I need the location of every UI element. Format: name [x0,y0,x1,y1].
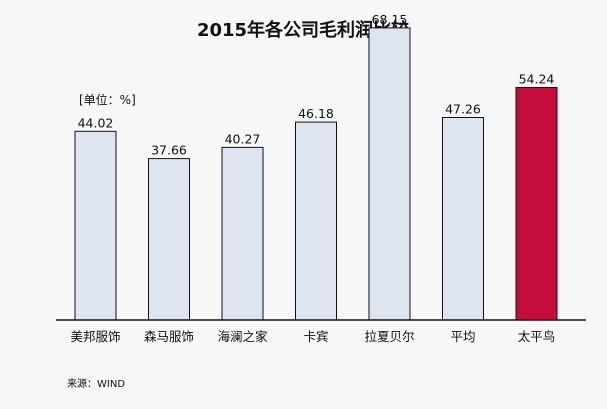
bar-1 [148,158,190,321]
category-label-0: 美邦服饰 [70,329,120,344]
category-label-1: 森马服饰 [144,329,194,344]
category-label-4: 拉夏贝尔 [364,329,414,344]
category-label-3: 卡宾 [303,329,328,344]
value-label-1: 37.66 [151,143,187,158]
category-label-5: 平均 [450,329,475,344]
bar-4 [368,27,411,321]
value-label-3: 46.18 [298,106,334,121]
bar-2 [221,146,264,321]
unit-label: [单位：%] [79,92,136,107]
bars-group: 44.02 美邦服饰 37.66 森马服饰 40.27 海澜之家 46.18 卡宾 68.15 拉… [70,12,558,344]
category-label-2: 海澜之家 [217,329,268,344]
source-note: 来源：WIND [67,377,125,390]
bar-6 [515,87,558,321]
bar-5 [442,117,484,321]
value-label-0: 44.02 [78,115,114,130]
value-label-4: 68.15 [372,12,408,27]
bar-3 [295,121,337,321]
value-label-5: 47.26 [445,102,481,117]
value-label-2: 40.27 [225,131,261,146]
chart-title: 2015年各公司毛利润比较 [197,19,409,41]
bar-0 [74,130,117,321]
value-label-6: 54.24 [519,72,555,87]
category-label-6: 太平鸟 [518,329,556,344]
